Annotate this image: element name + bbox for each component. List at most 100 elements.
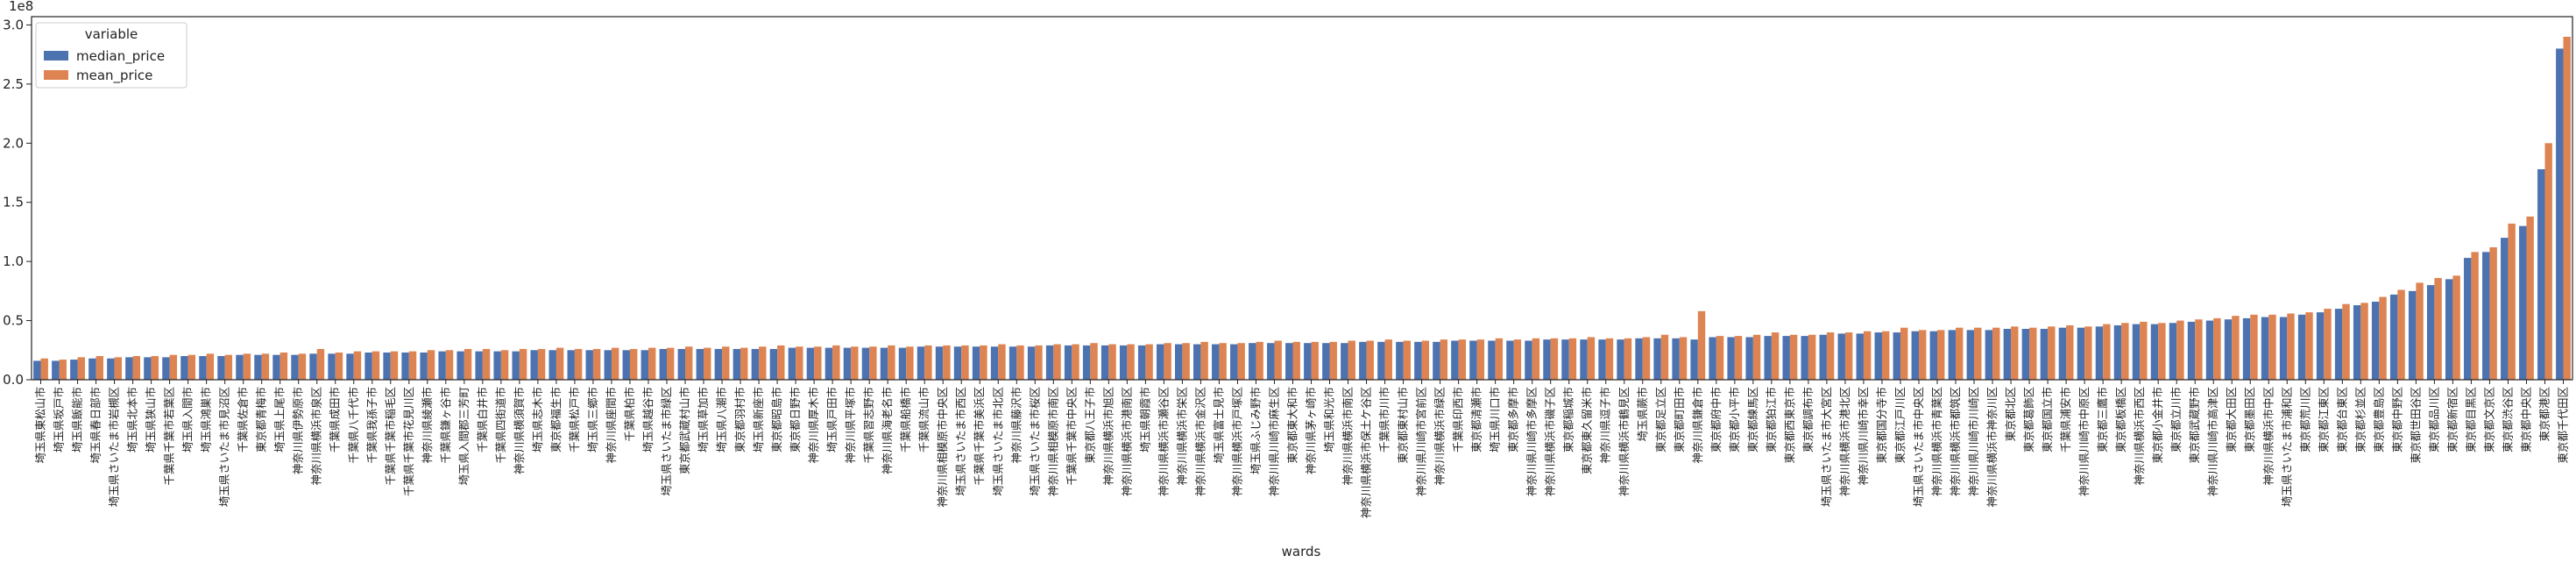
x-tick-label: 千葉県千葉市花見川区 <box>402 387 415 496</box>
bar <box>1506 340 1514 380</box>
x-tick-label: 東京都狛江市 <box>1765 387 1778 453</box>
bar <box>1100 345 1109 380</box>
x-tick-label: 埼玉県さいたま市大宮区 <box>1820 387 1833 507</box>
x-tick-label: 神奈川県逗子市 <box>1599 387 1612 464</box>
bar <box>1525 340 1532 380</box>
x-tick-label: 神奈川県横浜市港南区 <box>1120 387 1133 496</box>
bar <box>1605 338 1614 380</box>
bar <box>972 346 980 380</box>
bar <box>1090 343 1098 380</box>
x-tick-label: 埼玉県さいたま市見沼区 <box>218 387 231 507</box>
x-tick-label: 東京都練馬区 <box>1746 387 1759 453</box>
x-tick-label: 千葉県白井市 <box>476 387 489 453</box>
bar <box>1734 336 1743 380</box>
bar <box>1064 345 1072 380</box>
x-tick-label: 埼玉県坂戸市 <box>53 387 66 453</box>
x-tick-label: 神奈川県鎌倉市 <box>1691 387 1704 464</box>
x-tick-label: 神奈川県横浜市中区 <box>2261 387 2275 486</box>
bar <box>1488 340 1496 380</box>
bar <box>1782 336 1790 380</box>
bar <box>1451 340 1459 380</box>
bar <box>998 344 1006 380</box>
bar <box>1856 333 1864 380</box>
bar <box>1035 345 1043 380</box>
bar <box>2563 36 2571 381</box>
x-tick-label: 神奈川県平塚市 <box>844 387 857 464</box>
x-tick-label: 東京都文京区 <box>2482 387 2495 453</box>
bar <box>1045 345 1054 380</box>
bar <box>574 348 583 380</box>
x-tick-label: 東京都八王子市 <box>1083 387 1096 464</box>
bar <box>1697 310 1706 380</box>
bar <box>2132 324 2141 380</box>
x-tick-label: 神奈川県横浜市保土ケ谷区 <box>1360 387 1373 518</box>
x-tick-label: 千葉県習志野市 <box>862 387 875 464</box>
bar <box>1348 340 1355 380</box>
bar <box>298 353 307 380</box>
bar <box>70 360 78 380</box>
x-tick-label: 千葉県柏市 <box>623 387 636 442</box>
bar <box>1119 345 1128 380</box>
x-tick-label: 神奈川県相模原市中央区 <box>936 387 949 508</box>
x-tick-label: 神奈川県相模原市南区 <box>1046 387 1059 496</box>
bar <box>777 345 785 380</box>
bar <box>309 353 317 380</box>
x-tick-label: 東京都杉並区 <box>2353 387 2367 453</box>
bar <box>401 352 409 380</box>
x-tick-label: 東京都小平市 <box>1728 387 1741 453</box>
x-tick-label: 千葉県鎌ヶ谷市 <box>439 387 452 464</box>
bar <box>500 350 509 380</box>
bar <box>1881 331 1890 380</box>
bar <box>1396 341 1404 380</box>
bar <box>316 348 325 380</box>
bar <box>2508 223 2516 380</box>
x-tick-label: 埼玉県狭山市 <box>145 387 158 453</box>
bar <box>1587 337 1596 380</box>
bar <box>2360 303 2368 380</box>
bar <box>1108 344 1116 380</box>
bar <box>1249 343 1256 380</box>
bar <box>1495 338 1504 380</box>
bar <box>629 348 638 380</box>
bar <box>880 347 888 380</box>
bar <box>180 356 188 380</box>
bar <box>2150 324 2159 380</box>
x-tick-label: 千葉県流山市 <box>917 387 931 453</box>
bar <box>814 346 822 380</box>
y-tick-label: 3.0 <box>3 17 24 32</box>
x-tick-label: 東京都福生市 <box>549 387 563 453</box>
bar <box>1660 334 1669 380</box>
bar <box>1440 339 1448 380</box>
bar <box>1341 343 1348 380</box>
bar <box>704 347 711 380</box>
bar <box>1893 332 1900 380</box>
x-tick-label: 東京都渋谷区 <box>2501 387 2514 453</box>
bar <box>1716 336 1724 380</box>
bar <box>898 347 907 380</box>
bar <box>52 360 60 380</box>
x-tick-label: 東京都大田区 <box>2225 387 2238 453</box>
x-tick-label: 神奈川県横浜市緑区 <box>1433 387 1447 486</box>
x-tick-label: 神奈川県川崎市麻生区 <box>1267 387 1280 496</box>
bar <box>2482 252 2490 380</box>
bar <box>916 346 925 380</box>
x-tick-label: 神奈川県厚木市 <box>807 387 820 464</box>
x-tick-label: 東京都町田市 <box>1673 387 1686 453</box>
bar <box>390 351 399 380</box>
x-tick-label: 埼玉県新座市 <box>752 387 765 453</box>
bar <box>1532 338 1540 380</box>
x-tick-label: 神奈川県横浜市栄区 <box>1175 387 1188 486</box>
bar <box>1175 344 1183 380</box>
x-tick-label: 東京都豊島区 <box>2372 387 2385 453</box>
x-tick-label: 千葉県我孫子市 <box>365 387 379 464</box>
bar <box>1027 346 1036 380</box>
bar <box>88 358 96 380</box>
bar <box>1274 340 1282 380</box>
x-tick-label: 埼玉県さいたま市西区 <box>954 387 967 496</box>
bar <box>1642 337 1651 380</box>
bar <box>1808 334 1816 380</box>
x-tick-label: 千葉県市川市 <box>1378 387 1391 453</box>
x-tick-label: 神奈川県川崎市幸区 <box>1857 387 1870 486</box>
bar <box>1918 330 1927 380</box>
